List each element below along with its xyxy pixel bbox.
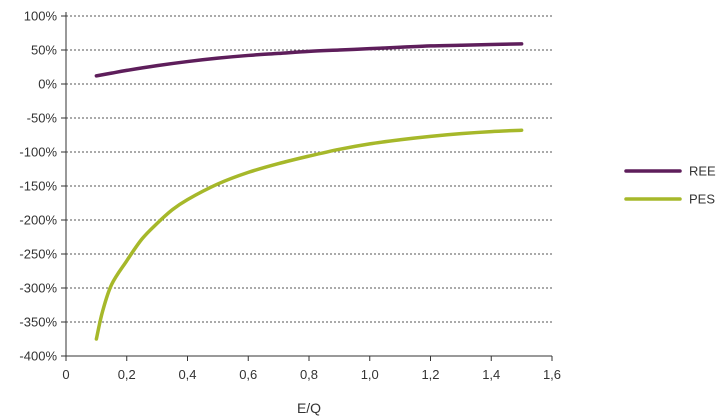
- y-tick-label: 50%: [31, 43, 57, 58]
- y-tick-label: -300%: [19, 281, 57, 296]
- y-tick-label: -50%: [27, 111, 58, 126]
- x-tick-label: 0: [62, 367, 69, 382]
- y-tick-label: 100%: [24, 9, 58, 24]
- x-tick-labels: 0 0,2 0,4 0,6 0,8 1,0 1,2 1,4 1,6: [62, 367, 561, 382]
- series-line-pes: [94, 128, 524, 341]
- y-tick-label: -400%: [19, 349, 57, 364]
- y-tick-label: -350%: [19, 315, 57, 330]
- y-tick-label: -250%: [19, 247, 57, 262]
- legend-label-pes: PES: [689, 192, 715, 207]
- x-tick-label: 0,4: [178, 367, 196, 382]
- legend: REE PES: [624, 164, 716, 207]
- x-axis-title: E/Q: [297, 400, 321, 416]
- y-tick-label: 0%: [38, 77, 57, 92]
- y-tick-labels: 100% 50% 0% -50% -100% -150% -200% -250% -300% -3…: [19, 9, 57, 364]
- x-tick-label: 1,0: [361, 367, 379, 382]
- y-tick-label: -200%: [19, 213, 57, 228]
- x-tick-label: 1,2: [421, 367, 439, 382]
- legend-label-ree: REE: [689, 164, 716, 179]
- axes: [61, 12, 553, 361]
- y-tick-label: -100%: [19, 145, 57, 160]
- x-tick-label: 0,2: [118, 367, 136, 382]
- series-line-ree: [94, 42, 524, 78]
- x-tick-label: 0,6: [239, 367, 257, 382]
- x-tick-label: 0,8: [300, 367, 318, 382]
- x-tick-label: 1,6: [543, 367, 561, 382]
- grid-lines: [66, 15, 552, 323]
- series-lines: [94, 42, 524, 341]
- x-tick-label: 1,4: [482, 367, 500, 382]
- y-tick-label: -150%: [19, 179, 57, 194]
